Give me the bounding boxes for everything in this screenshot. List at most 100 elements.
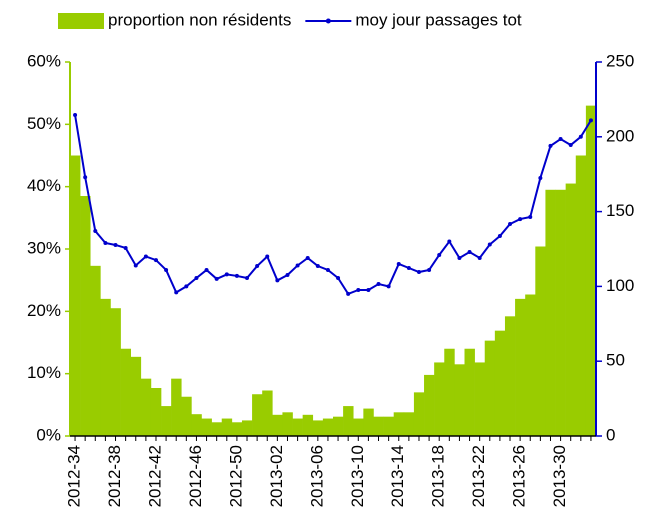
x-tick-label: 2012-38: [105, 445, 124, 507]
line-point: [113, 242, 118, 247]
bar: [373, 416, 384, 436]
bar: [343, 406, 354, 436]
line-point: [447, 239, 452, 244]
line-point: [356, 287, 361, 292]
legend-swatch: [58, 13, 104, 29]
line-point: [184, 284, 189, 289]
bar: [504, 316, 516, 436]
bar: [383, 416, 394, 436]
bar: [292, 418, 303, 436]
legend-marker: [325, 18, 331, 24]
bar: [221, 418, 233, 436]
bar: [262, 390, 273, 436]
line-point: [588, 118, 593, 123]
bar: [444, 348, 455, 436]
bar: [413, 392, 425, 436]
line-point: [558, 137, 563, 142]
line-point: [164, 267, 169, 272]
bar: [241, 420, 253, 436]
y-tick-label: 40%: [27, 176, 61, 195]
x-tick-label: 2013-18: [429, 445, 448, 507]
bar: [434, 362, 445, 436]
bar: [70, 155, 81, 436]
line-point: [366, 287, 371, 292]
legend-label: moy jour passages tot: [355, 10, 522, 29]
bar: [130, 356, 142, 436]
x-tick-label: 2013-30: [550, 445, 569, 507]
line-point: [386, 284, 391, 289]
bar: [565, 183, 577, 436]
bar: [393, 412, 405, 436]
bar: [191, 414, 202, 436]
bar: [454, 364, 465, 436]
x-tick-label: 2013-14: [388, 445, 407, 507]
line-point: [245, 276, 250, 281]
x-tick-label: 2012-34: [65, 445, 84, 507]
y2-tick-label: 50: [606, 351, 625, 370]
line-point: [396, 261, 401, 266]
y-tick-label: 60%: [27, 51, 61, 70]
bar: [201, 418, 212, 436]
bar: [515, 298, 526, 436]
line-point: [275, 278, 280, 283]
line-point: [325, 267, 330, 272]
line-point: [133, 263, 138, 268]
bar: [403, 412, 415, 436]
bar: [272, 414, 283, 436]
line-point: [568, 143, 573, 148]
x-tick-label: 2012-42: [145, 445, 164, 507]
bar: [575, 155, 587, 436]
line-point: [437, 252, 442, 257]
bar: [110, 308, 121, 436]
bar: [80, 196, 91, 436]
line-point: [406, 265, 411, 270]
line-point: [153, 258, 158, 263]
bar: [585, 105, 597, 436]
line-point: [224, 272, 229, 277]
line-point: [214, 276, 219, 281]
y2-tick-label: 250: [606, 51, 634, 70]
bar: [252, 394, 263, 436]
bar: [474, 362, 486, 436]
bar: [545, 189, 556, 436]
bar: [181, 396, 192, 436]
bar: [161, 406, 172, 436]
bar: [282, 412, 293, 436]
line-point: [467, 249, 472, 254]
bar: [494, 330, 506, 436]
bar: [231, 422, 243, 436]
bar: [312, 420, 324, 436]
bar: [171, 378, 182, 436]
bar: [140, 378, 152, 436]
x-tick-label: 2013-06: [307, 445, 326, 507]
line-point: [528, 214, 533, 219]
line-point: [265, 254, 270, 259]
bar: [302, 414, 314, 436]
bar: [120, 348, 131, 436]
x-tick-label: 2012-46: [186, 445, 205, 507]
bar: [322, 418, 334, 436]
line-point: [336, 276, 341, 281]
line-point: [93, 229, 98, 234]
y2-tick-label: 200: [606, 126, 634, 145]
y-tick-label: 10%: [27, 363, 61, 382]
line-point: [518, 217, 523, 222]
line-point: [578, 134, 583, 139]
legend-label: proportion non résidents: [108, 10, 291, 29]
x-tick-label: 2013-10: [348, 445, 367, 507]
line-point: [487, 242, 492, 247]
bar: [211, 422, 223, 436]
bar: [150, 388, 162, 436]
line-point: [123, 245, 128, 250]
line-point: [174, 290, 179, 295]
line-point: [194, 276, 199, 281]
line-point: [315, 264, 320, 269]
line-point: [457, 255, 462, 260]
bar: [555, 189, 566, 436]
line-point: [143, 254, 148, 259]
line-point: [73, 112, 78, 117]
bar: [353, 418, 364, 436]
bar: [100, 298, 111, 436]
line-point: [376, 282, 381, 287]
